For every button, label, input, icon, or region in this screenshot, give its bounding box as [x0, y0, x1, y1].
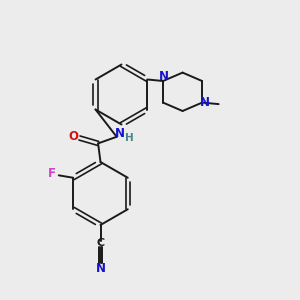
Text: N: N	[200, 96, 209, 109]
Text: O: O	[68, 130, 78, 143]
Text: N: N	[115, 127, 125, 140]
Text: N: N	[159, 70, 169, 83]
Text: H: H	[125, 133, 134, 143]
Text: C: C	[96, 238, 105, 248]
Text: F: F	[48, 167, 56, 180]
Text: N: N	[95, 262, 106, 275]
